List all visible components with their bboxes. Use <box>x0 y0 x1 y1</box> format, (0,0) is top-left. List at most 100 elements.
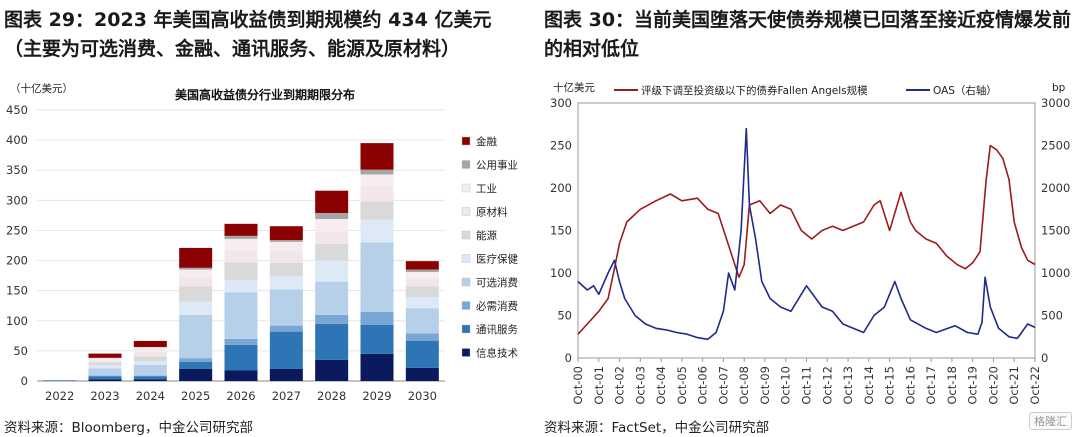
y-tick-label: 100 <box>6 314 28 328</box>
y-right-tick-label: 2500 <box>1041 139 1070 153</box>
bar-segment <box>360 201 394 220</box>
bar-segment <box>269 289 303 326</box>
watermark-badge: 格隆汇 <box>1029 412 1072 430</box>
bar-segment <box>405 271 439 279</box>
bar-segment <box>405 308 439 334</box>
bar-segment <box>133 379 167 381</box>
bar-segment <box>405 278 439 287</box>
bar-segment <box>315 190 349 213</box>
bar-segment <box>269 368 303 381</box>
chart-title: 美国高收益债分行业到期期限分布 <box>175 87 355 102</box>
legend-label: 公用事业 <box>476 159 518 172</box>
x-tick-label: Oct-10 <box>779 366 793 405</box>
x-tick-label: 2029 <box>362 389 391 403</box>
x-tick-label: 2024 <box>136 389 165 403</box>
bar-segment <box>179 368 213 381</box>
y-left-tick-label: 250 <box>550 139 572 153</box>
figure-29-title: 图表 29：2023 年美国高收益债到期规模约 434 亿美元（主要为可选消费、… <box>4 9 492 60</box>
bar-segment <box>88 375 122 377</box>
x-tick-label: Oct-18 <box>945 366 959 405</box>
y-tick-label: 350 <box>6 163 28 177</box>
x-tick-label: Oct-09 <box>758 366 772 405</box>
bar-segment <box>360 143 394 170</box>
y-tick-label: 400 <box>6 133 28 147</box>
bar-segment <box>315 260 349 282</box>
y-right-tick-label: 1500 <box>1041 224 1070 238</box>
x-tick-label: Oct-07 <box>716 366 730 405</box>
bar-segment <box>360 186 394 202</box>
stacked-bar-chart: （十亿美元） 美国高收益债分行业到期期限分布 0 50 100 150 200 250 30… <box>6 82 518 403</box>
bar-segment <box>224 262 258 281</box>
y-left-tick-label: 150 <box>550 224 572 238</box>
bar-segment <box>269 250 303 263</box>
bar-segment <box>269 331 303 369</box>
bar-segment <box>88 358 122 361</box>
y-right-tick-label: 1000 <box>1041 266 1070 280</box>
bar-segment <box>224 235 258 239</box>
bar-segment <box>133 364 167 376</box>
x-tick-label: Oct-02 <box>613 366 627 405</box>
bar-segment <box>269 226 303 241</box>
bar-segment <box>133 347 167 353</box>
x-tick-label: 2025 <box>181 389 210 403</box>
y-axis-label-right: bp <box>1052 82 1066 94</box>
y-tick-label: 450 <box>6 103 28 117</box>
x-tick-label: 2022 <box>45 389 74 403</box>
y-left-tick-label: 200 <box>550 181 572 195</box>
bar-segment <box>269 240 303 242</box>
x-tick-label: Oct-06 <box>696 366 710 405</box>
y-left-tick-label: 50 <box>557 309 572 323</box>
x-tick-label: Oct-04 <box>654 366 668 405</box>
bar-segment <box>269 241 303 251</box>
bar-segment <box>88 379 122 381</box>
bar-segment <box>405 340 439 368</box>
x-tick-label: Oct-13 <box>841 366 855 405</box>
bar-segment <box>179 361 213 369</box>
x-tick-label: Oct-14 <box>862 366 876 405</box>
legend-label: 原材料 <box>476 206 508 219</box>
bar-segment <box>315 219 349 232</box>
x-tick-label: Oct-05 <box>675 366 689 405</box>
bar-segment <box>360 311 394 325</box>
bar-segment <box>224 280 258 293</box>
x-tick-label: Oct-15 <box>883 366 897 405</box>
y-tick-label: 250 <box>6 223 28 237</box>
bar-segment <box>269 276 303 290</box>
legend-swatch <box>461 301 471 310</box>
bar-segment <box>133 361 167 365</box>
bar-segment <box>179 267 213 270</box>
x-tick-label: Oct-11 <box>800 366 814 405</box>
bar-segment <box>269 262 303 277</box>
legend-swatch <box>461 277 471 287</box>
legend-swatch <box>461 183 471 193</box>
bar-segment <box>360 219 394 243</box>
y-right-tick-label: 500 <box>1041 309 1063 323</box>
x-tick-label: Oct-00 <box>571 366 585 405</box>
bar-segment <box>360 324 394 354</box>
x-tick-label: 2030 <box>408 389 437 403</box>
bar-segment <box>224 238 258 251</box>
legend-swatch <box>461 207 471 216</box>
legend-swatch <box>461 160 471 169</box>
y-tick-label: 200 <box>6 254 28 268</box>
x-tick-label: 2026 <box>226 389 255 403</box>
bar-segment <box>224 370 258 381</box>
bar-segment <box>88 376 122 380</box>
bar-segment <box>88 362 122 366</box>
bar-segment <box>405 269 439 272</box>
legend-label: 通讯服务 <box>476 323 518 336</box>
x-tick-label: Oct-17 <box>924 366 938 405</box>
y-right-tick-label: 3000 <box>1041 96 1070 110</box>
bar-segment <box>405 367 439 381</box>
bar-segment <box>179 358 213 362</box>
y-left-tick-label: 100 <box>550 266 572 280</box>
bar-segment <box>405 286 439 298</box>
bar-segment <box>133 376 167 380</box>
x-tick-label: Oct-03 <box>633 366 647 405</box>
x-tick-label: Oct-22 <box>1028 366 1042 405</box>
x-tick-label: Oct-20 <box>986 366 1000 405</box>
x-tick-label: Oct-01 <box>592 366 606 405</box>
x-tick-label: Oct-08 <box>737 366 751 405</box>
source-note-29: 资料来源：Bloomberg，中金公司研究部 <box>4 420 253 436</box>
